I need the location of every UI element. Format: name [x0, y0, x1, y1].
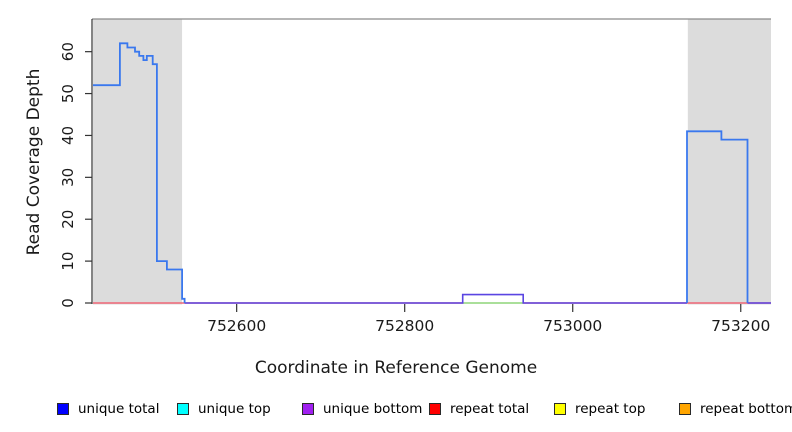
y-axis-label: Read Coverage Depth [24, 68, 44, 256]
y-tick-label: 50 [59, 84, 77, 103]
legend-swatch-repeat-top [554, 403, 566, 415]
legend-item-unique-top: unique top [177, 399, 271, 419]
x-tick-label: 752600 [207, 317, 266, 335]
legend-swatch-unique-total [57, 403, 69, 415]
legend-label: unique total [78, 401, 160, 417]
x-tick-label: 753000 [543, 317, 602, 335]
y-tick-label: 10 [59, 252, 77, 271]
right-repeat-region-shading [687, 19, 771, 305]
legend-label: repeat bottom [700, 401, 792, 417]
legend-label: unique bottom [323, 401, 423, 417]
left-repeat-region-shading [93, 19, 183, 305]
legend-label: repeat top [575, 401, 646, 417]
y-tick-label: 30 [59, 168, 77, 187]
y-tick-label: 0 [59, 298, 77, 308]
legend-item-unique-bottom: unique bottom [302, 399, 422, 419]
series-unique-total-right-block [686, 130, 749, 303]
legend-item-repeat-top: repeat top [554, 399, 645, 419]
series-unique-bottom-baseline-and-bump [184, 293, 687, 304]
legend-item-repeat-bottom: repeat bottom [679, 399, 792, 419]
legend-swatch-unique-bottom [302, 403, 314, 415]
legend-label: repeat total [450, 401, 530, 417]
x-tick-label: 753200 [711, 317, 770, 335]
legend: unique total unique top unique bottom repea… [0, 399, 792, 425]
x-axis-label: Coordinate in Reference Genome [254, 358, 538, 378]
y-tick-label: 20 [59, 210, 77, 229]
legend-label: unique top [198, 401, 271, 417]
y-tick-label: 60 [59, 42, 77, 61]
series-unique-total-left-block [93, 42, 186, 303]
legend-swatch-repeat-bottom [679, 403, 691, 415]
legend-swatch-unique-top [177, 403, 189, 415]
legend-item-unique-total: unique total [57, 399, 159, 419]
x-tick-label: 752800 [375, 317, 434, 335]
y-tick-label: 40 [59, 126, 77, 145]
legend-item-repeat-total: repeat total [429, 399, 529, 419]
legend-swatch-repeat-total [429, 403, 441, 415]
